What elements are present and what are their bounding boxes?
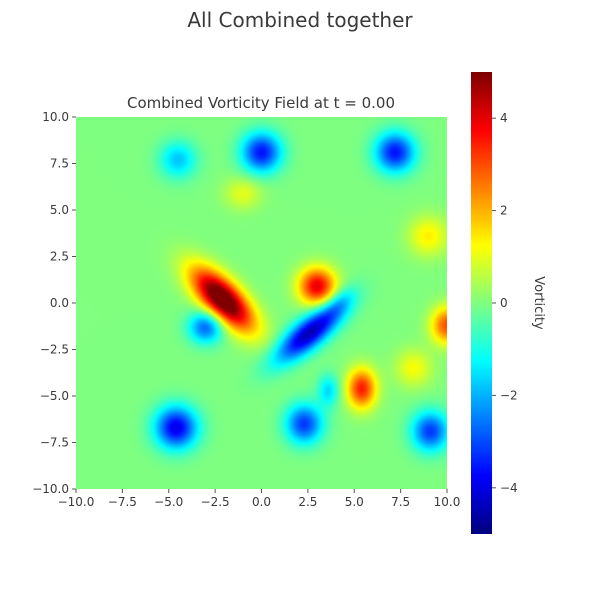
x-tick-label: 7.5 xyxy=(391,495,410,509)
x-tick-label: 0.0 xyxy=(252,495,271,509)
chart-title: Combined Vorticity Field at t = 0.00 xyxy=(127,94,395,112)
x-tick-label: 2.5 xyxy=(298,495,317,509)
colorbar-tick-label: −2 xyxy=(500,388,518,402)
y-tick-label: −10.0 xyxy=(32,482,69,496)
y-tick-label: −2.5 xyxy=(40,343,69,357)
y-tick-label: 7.5 xyxy=(50,157,69,171)
x-tick-label: −7.5 xyxy=(108,495,137,509)
colorbar-gradient xyxy=(471,72,492,534)
x-tick-label: −2.5 xyxy=(201,495,230,509)
colorbar-tick-label: 0 xyxy=(500,296,508,310)
y-axis: 10.0 7.5 5.0 2.5 0.0 −2.5 −5.0 −7.5 −10.0 xyxy=(32,110,76,496)
colorbar-tick-label: 2 xyxy=(500,204,508,218)
colorbar: 4 2 0 −2 −4 Vorticity xyxy=(471,72,546,534)
x-tick-label: 5.0 xyxy=(345,495,364,509)
colorbar-tick-label: −4 xyxy=(500,481,518,495)
y-tick-label: −5.0 xyxy=(40,389,69,403)
x-tick-label: −5.0 xyxy=(154,495,183,509)
figure-title: All Combined together xyxy=(187,8,413,32)
x-tick-label: 10.0 xyxy=(434,495,461,509)
x-axis: −10.0 −7.5 −5.0 −2.5 0.0 2.5 5.0 7.5 10.0 xyxy=(58,489,461,509)
colorbar-ticks: 4 2 0 −2 −4 xyxy=(492,111,518,495)
vorticity-heatmap xyxy=(76,117,447,489)
heatmap-plot-area xyxy=(76,117,447,489)
x-tick-label: −10.0 xyxy=(58,495,95,509)
colorbar-tick-label: 4 xyxy=(500,111,508,125)
y-tick-label: 10.0 xyxy=(42,110,69,124)
y-tick-label: 5.0 xyxy=(50,203,69,217)
colorbar-label: Vorticity xyxy=(531,276,546,330)
y-tick-label: −7.5 xyxy=(40,436,69,450)
y-tick-label: 0.0 xyxy=(50,296,69,310)
y-tick-label: 2.5 xyxy=(50,250,69,264)
